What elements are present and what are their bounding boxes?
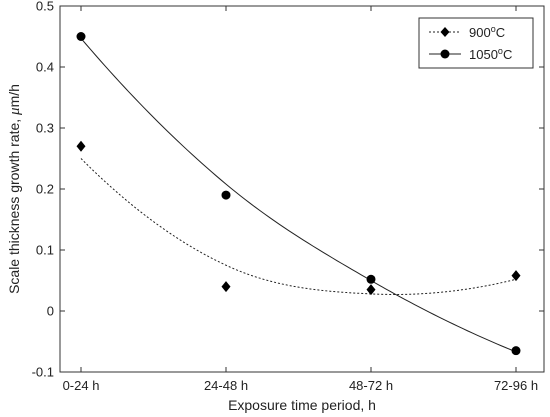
point-900c (221, 281, 231, 293)
y-axis-title-unit-tail: m/h (6, 84, 22, 107)
y-axis-title: Scale thickness growth rate, μm/h (6, 84, 23, 294)
legend-label-1050c-tail: C (503, 47, 512, 62)
point-1050c (221, 190, 231, 200)
y-axis-title-unit: μ (7, 107, 23, 116)
data-points (76, 32, 521, 356)
legend-label-1050c-sup: o (498, 46, 503, 56)
fit-curve-1050c (80, 38, 517, 353)
x-tick-label: 72-96 h (494, 378, 538, 393)
x-tick-label: 0-24 h (63, 378, 100, 393)
y-tick-label: 0.4 (36, 60, 54, 75)
x-axis-title: Exposure time period, h (228, 397, 376, 413)
point-1050c (511, 346, 521, 356)
point-1050c (76, 32, 86, 41)
point-900c (511, 270, 521, 282)
y-axis: -0.1 0 0.1 0.2 0.3 0.4 0.5 (32, 0, 544, 380)
point-1050c (366, 274, 376, 284)
x-tick-label: 48-72 h (349, 378, 393, 393)
fit-curve-900c (80, 158, 517, 295)
legend-marker-900c (440, 27, 450, 37)
fit-curves (80, 38, 517, 353)
x-tick-label: 24-48 h (204, 378, 248, 393)
legend-label-900c-main: 900 (469, 25, 491, 40)
legend-marker-1050c (440, 49, 450, 59)
legend-label-900c-sup: o (491, 24, 496, 34)
legend-label-1050c-main: 1050 (469, 47, 498, 62)
y-tick-label: 0.1 (36, 243, 54, 258)
y-tick-label: 0.5 (36, 0, 54, 14)
point-900c (76, 140, 86, 152)
point-900c (366, 284, 376, 296)
legend-label-900c: 900oC (469, 24, 505, 40)
legend: 900oC 1050oC (418, 17, 534, 69)
y-tick-label: 0.2 (36, 182, 54, 197)
y-tick-label: 0.3 (36, 121, 54, 136)
legend-label-900c-tail: C (496, 25, 505, 40)
x-axis: 0-24 h 24-48 h 48-72 h 72-96 h (63, 6, 538, 393)
y-tick-label: 0 (47, 304, 54, 319)
y-axis-title-text: Scale thickness growth rate, (6, 115, 22, 294)
y-tick-label: -0.1 (32, 365, 54, 380)
legend-label-1050c: 1050oC (469, 46, 512, 62)
legend-box (418, 17, 534, 69)
